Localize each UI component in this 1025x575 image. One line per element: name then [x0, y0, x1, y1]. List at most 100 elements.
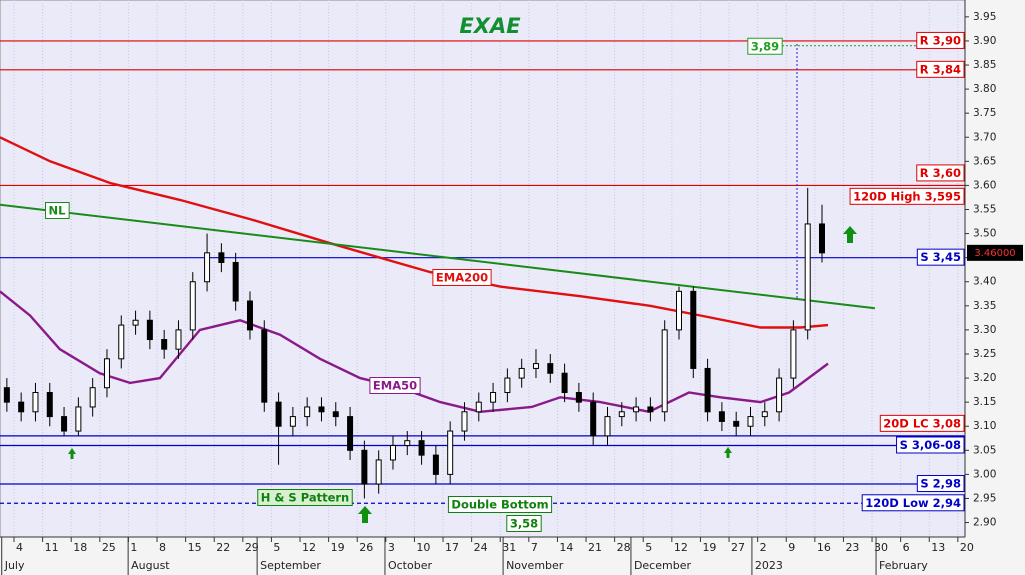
candle-body — [818, 223, 825, 254]
candle-body — [804, 223, 811, 331]
month-label: July — [4, 559, 25, 572]
candle-body — [575, 392, 582, 403]
level-label: EMA50 — [373, 379, 417, 393]
month-label: February — [879, 559, 928, 572]
candle-body — [361, 449, 368, 485]
candle-body — [204, 252, 211, 283]
level-label: R 3,90 — [920, 33, 961, 47]
x-tick-label: 7 — [531, 541, 538, 554]
candle-body — [590, 401, 597, 437]
x-tick-label: 31 — [502, 541, 516, 554]
candle-body — [18, 401, 25, 413]
arrow — [358, 506, 372, 523]
x-tick-label: 21 — [588, 541, 602, 554]
x-tick-label: 12 — [302, 541, 316, 554]
labels: R 3,90 R 3,84 R 3,60 120D High 3,595 S 3,45 2… — [45, 31, 965, 532]
arrow — [843, 226, 857, 243]
x-tick-label: 15 — [188, 541, 202, 554]
candle-body — [747, 416, 754, 427]
last-price-label: 3.46000 — [974, 248, 1015, 259]
label-box — [916, 164, 965, 182]
label-box — [257, 489, 353, 506]
candle-body — [289, 416, 296, 427]
y-tick-label: 3.40 — [973, 276, 996, 288]
candle-body — [604, 416, 611, 437]
candle-body — [46, 392, 53, 418]
y-tick-label: 3.75 — [973, 107, 996, 119]
candle-body — [618, 411, 625, 418]
label-box — [916, 60, 965, 78]
candle-body — [318, 406, 325, 413]
month-label: August — [131, 559, 170, 572]
x-tick-label: 19 — [702, 541, 716, 554]
candle-body — [218, 252, 225, 263]
candle-body — [32, 392, 39, 413]
month-label: December — [634, 559, 692, 572]
candle-body — [532, 363, 539, 369]
label-box — [916, 475, 965, 493]
level-label: S 3,06-08 — [900, 438, 961, 452]
candles — [3, 187, 825, 499]
y-tick-label: 3.05 — [973, 444, 996, 456]
level-label: 20D LC 3,08 — [883, 416, 961, 430]
label-box — [432, 269, 492, 286]
candle-body — [332, 411, 339, 418]
candle-body — [61, 416, 68, 432]
level-label: 3,89 — [751, 39, 779, 53]
level-label: S 2,98 — [920, 477, 961, 491]
candle-body — [118, 324, 125, 360]
level-label: R 3,60 — [920, 166, 961, 180]
label-box — [747, 37, 783, 55]
candle-body — [404, 440, 411, 446]
candle-body — [733, 420, 740, 427]
label-box — [896, 436, 965, 454]
candle-body — [261, 329, 268, 403]
x-tick-label: 3 — [388, 541, 395, 554]
y-tick-label: 3.35 — [973, 300, 996, 312]
candle-body — [75, 406, 82, 432]
level-label: 120D High 3,595 — [853, 189, 961, 203]
x-tick-label: 23 — [845, 541, 859, 554]
x-tick-label: 27 — [731, 541, 745, 554]
indicator-line — [0, 136, 829, 329]
candle-body — [704, 367, 711, 413]
x-tick-label: 10 — [416, 541, 430, 554]
candle-body — [232, 261, 239, 302]
x-tick-label: 19 — [331, 541, 345, 554]
y-tick-label: 3.95 — [973, 11, 996, 23]
label-box — [916, 248, 965, 266]
label-box — [916, 31, 965, 49]
candle-body — [418, 440, 425, 456]
y-tick-label: 3.70 — [973, 131, 996, 143]
candle-body — [246, 300, 253, 331]
y-tick-label: 3.10 — [973, 420, 996, 432]
candle-body — [146, 319, 153, 341]
x-tick-label: 17 — [445, 541, 459, 554]
candle-body — [547, 363, 554, 374]
x-tick-label: 25 — [102, 541, 116, 554]
x-tick-label: 9 — [788, 541, 795, 554]
x-tick-label: 18 — [73, 541, 87, 554]
candle-body — [375, 459, 382, 485]
x-tick-label: 11 — [45, 541, 59, 554]
level-label: S 3,45 — [920, 250, 961, 264]
y-tick-label: 3.60 — [973, 179, 996, 191]
label-box — [447, 496, 553, 513]
candle-body — [504, 377, 511, 394]
month-label: September — [260, 559, 321, 572]
candle-body — [447, 430, 454, 475]
x-tick-label: 5 — [273, 541, 280, 554]
candle-body — [490, 392, 497, 403]
month-label: November — [506, 559, 564, 572]
y-tick-label: 3.50 — [973, 228, 996, 240]
plot-area — [0, 0, 966, 538]
candle-body — [475, 401, 482, 413]
x-tick-label: 12 — [674, 541, 688, 554]
level-label: R 3,84 — [920, 62, 961, 76]
x-tick-label: 29 — [245, 541, 259, 554]
level-label: 120D Low 2,94 — [865, 496, 961, 510]
candle-body — [347, 416, 354, 451]
x-tick-label: 16 — [817, 541, 831, 554]
y-tick-label: 2.90 — [973, 517, 996, 529]
level-label: NL — [49, 204, 67, 218]
